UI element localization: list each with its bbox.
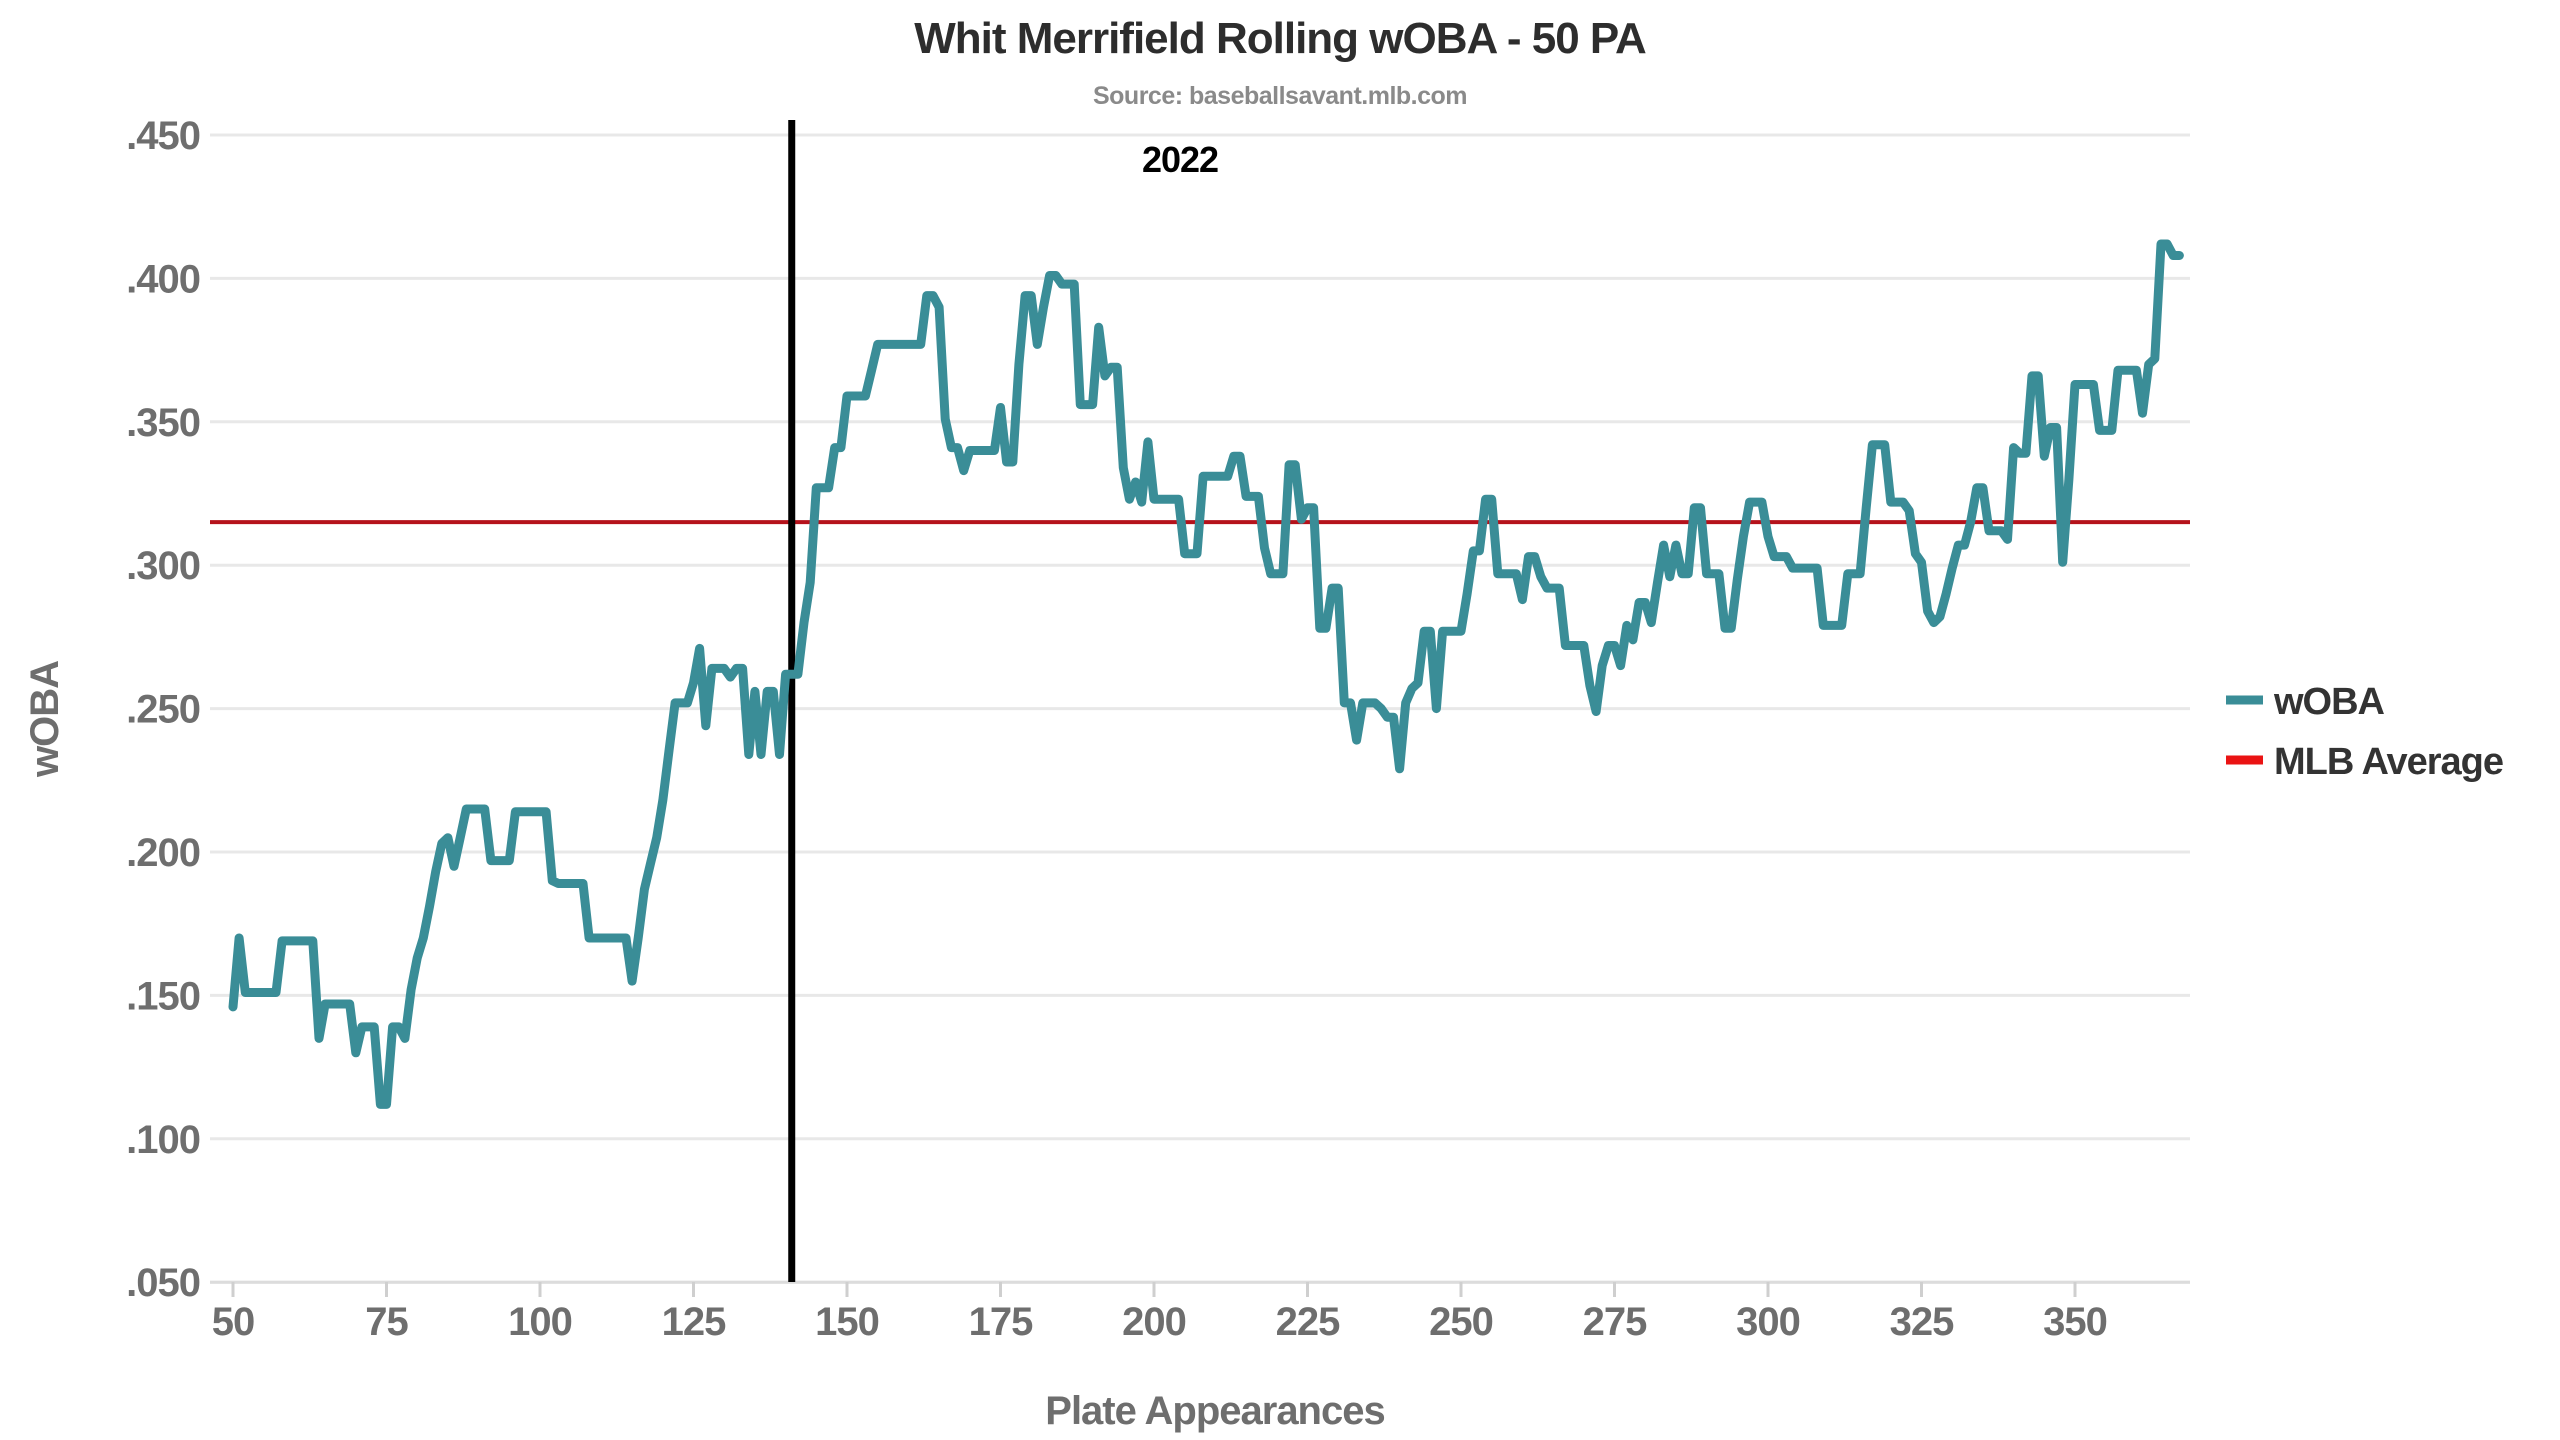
x-tick-label: 175 <box>969 1300 1033 1344</box>
y-tick-label: .200 <box>126 831 200 875</box>
y-tick-label: .100 <box>126 1118 200 1162</box>
x-tick-label: 300 <box>1736 1300 1800 1344</box>
reference-lines-layer <box>210 120 2190 1282</box>
y-tick-label: .350 <box>126 401 200 445</box>
chart-title: Whit Merrifield Rolling wOBA - 50 PA <box>914 14 1647 63</box>
y-tick-label: .050 <box>126 1261 200 1305</box>
x-tick-label: 200 <box>1122 1300 1186 1344</box>
axis-labels-layer: .450 .400 .350 .300 .250 .200 .150 .100 .050 50 75… <box>126 114 2108 1344</box>
gridlines-layer <box>210 133 2190 1297</box>
x-tick-label: 150 <box>815 1300 879 1344</box>
x-tick-label: 250 <box>1429 1300 1493 1344</box>
x-tick-label: 75 <box>365 1300 408 1344</box>
series-layer <box>228 239 2184 1109</box>
y-tick-label: .450 <box>126 114 200 158</box>
x-axis-title: Plate Appearances <box>1045 1389 1384 1433</box>
woba-rolling-line <box>228 239 2184 1109</box>
season-annotation-2022: 2022 <box>1142 139 1218 180</box>
x-tick-label: 325 <box>1890 1300 1954 1344</box>
legend: wOBA MLB Average <box>2226 681 2504 783</box>
y-tick-label: .300 <box>126 544 200 588</box>
y-tick-label: .150 <box>126 974 200 1018</box>
x-tick-label: 225 <box>1276 1300 1340 1344</box>
x-tick-label: 100 <box>508 1300 572 1344</box>
legend-mlb-label: MLB Average <box>2274 741 2503 783</box>
x-tick-label: 50 <box>212 1300 255 1344</box>
y-tick-label: .400 <box>126 257 200 301</box>
legend-woba-label: wOBA <box>2273 681 2385 723</box>
x-tick-label: 125 <box>662 1300 726 1344</box>
x-tick-label: 275 <box>1583 1300 1647 1344</box>
x-tick-label: 350 <box>2043 1300 2107 1344</box>
y-tick-label: .250 <box>126 688 200 732</box>
y-axis-title: wOBA <box>23 661 67 778</box>
chart-subtitle: Source: baseballsavant.mlb.com <box>1092 82 1468 110</box>
